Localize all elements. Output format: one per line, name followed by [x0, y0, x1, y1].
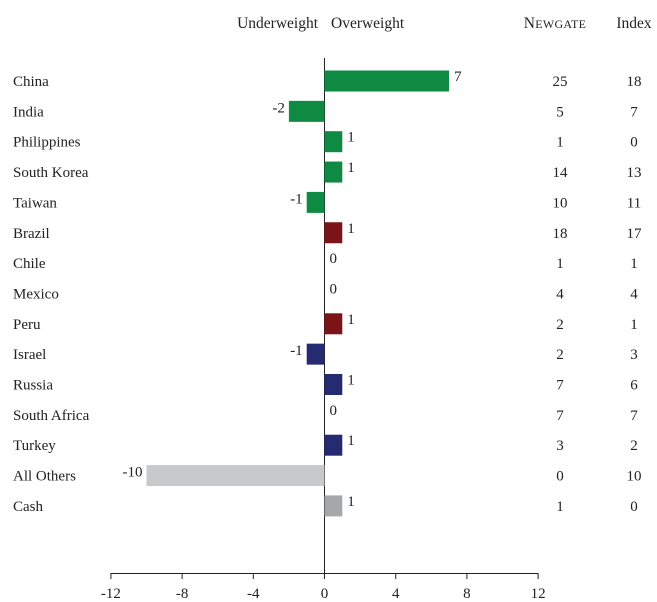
category-label-cash: Cash	[13, 499, 44, 515]
x-ticks-group: -12 -8 -4 0 4 8 12	[101, 573, 546, 602]
category-label-mexico: Mexico	[13, 286, 59, 302]
newgate-value-india: 5	[556, 104, 564, 120]
bar-brazil	[324, 222, 343, 244]
value-label-philippines: 1	[347, 130, 355, 146]
category-label-india: India	[13, 104, 44, 120]
bars-group	[146, 70, 450, 517]
category-label-philippines: Philippines	[13, 135, 81, 151]
category-labels-group: China India Philippines South Korea Taiwan Br…	[13, 74, 90, 515]
newgate-value-turkey: 3	[556, 438, 564, 454]
newgate-value-brazil: 18	[553, 226, 568, 242]
x-tick-label: -4	[247, 586, 260, 602]
x-tick-label: 4	[392, 586, 400, 602]
index-value-chile: 1	[630, 256, 638, 272]
x-tick-label: 8	[463, 586, 471, 602]
category-label-china: China	[13, 74, 49, 90]
x-tick-label: 12	[531, 586, 546, 602]
bar-russia	[324, 374, 343, 395]
bar-india	[288, 100, 325, 122]
newgate-value-south-africa: 7	[556, 408, 564, 424]
bar-taiwan	[306, 191, 325, 213]
index-value-cash: 0	[630, 499, 638, 515]
value-label-all-others: -10	[123, 465, 143, 481]
bar-china	[324, 70, 450, 92]
value-label-cash: 1	[347, 494, 355, 510]
value-label-brazil: 1	[347, 221, 355, 237]
category-label-brazil: Brazil	[13, 226, 50, 242]
newgate-value-mexico: 4	[556, 286, 564, 302]
value-label-chile: 0	[330, 251, 338, 267]
index-value-taiwan: 11	[627, 195, 641, 211]
category-label-peru: Peru	[13, 317, 41, 333]
category-label-israel: Israel	[13, 347, 46, 363]
index-value-peru: 1	[630, 317, 638, 333]
category-label-south-africa: South Africa	[13, 408, 90, 424]
category-label-all-others: All Others	[13, 469, 76, 485]
bar-peru	[324, 313, 343, 335]
header-index: Index	[616, 15, 652, 32]
bar-cash	[324, 495, 343, 517]
bar-israel	[306, 343, 325, 365]
bar-philippines	[324, 131, 343, 153]
newgate-value-cash: 1	[556, 499, 564, 515]
index-value-mexico: 4	[630, 286, 638, 302]
value-label-russia: 1	[347, 373, 355, 389]
newgate-value-chile: 1	[556, 256, 564, 272]
index-value-china: 18	[627, 74, 642, 90]
category-label-south-korea: South Korea	[13, 165, 89, 181]
x-tick-label: 0	[321, 586, 329, 602]
index-value-all-others: 10	[627, 469, 642, 485]
newgate-value-israel: 2	[556, 347, 564, 363]
header-underweight: Underweight	[237, 15, 319, 32]
value-label-india: -2	[272, 100, 285, 116]
value-label-peru: 1	[347, 312, 355, 328]
value-label-turkey: 1	[347, 433, 355, 449]
category-label-turkey: Turkey	[13, 438, 56, 454]
bar-turkey	[324, 434, 343, 456]
value-label-israel: -1	[290, 343, 303, 359]
newgate-value-china: 25	[553, 74, 568, 90]
newgate-value-russia: 7	[556, 378, 564, 394]
index-value-india: 7	[630, 104, 638, 120]
value-label-taiwan: -1	[290, 191, 303, 207]
index-value-russia: 6	[630, 378, 638, 394]
index-value-israel: 3	[630, 347, 638, 363]
index-value-south-africa: 7	[630, 408, 638, 424]
index-value-brazil: 17	[627, 226, 643, 242]
newgate-value-peru: 2	[556, 317, 564, 333]
index-value-south-korea: 13	[627, 165, 642, 181]
value-label-mexico: 0	[330, 281, 338, 297]
header-newgate: NEWGATE	[524, 15, 587, 32]
value-label-south-korea: 1	[347, 160, 355, 176]
index-value-turkey: 2	[630, 438, 638, 454]
index-value-philippines: 0	[630, 135, 638, 151]
category-label-russia: Russia	[13, 378, 53, 394]
newgate-value-south-korea: 14	[553, 165, 569, 181]
value-label-china: 7	[454, 69, 462, 85]
newgate-value-taiwan: 10	[553, 195, 568, 211]
x-tick-label: -8	[176, 586, 189, 602]
value-label-south-africa: 0	[330, 403, 338, 419]
bar-south-korea	[324, 161, 343, 183]
newgate-value-philippines: 1	[556, 135, 564, 151]
x-tick-label: -12	[101, 586, 121, 602]
newgate-value-all-others: 0	[556, 469, 564, 485]
header-overweight: Overweight	[331, 15, 405, 32]
bar-all-others	[146, 465, 325, 487]
category-label-taiwan: Taiwan	[13, 195, 57, 211]
category-label-chile: Chile	[13, 256, 46, 272]
